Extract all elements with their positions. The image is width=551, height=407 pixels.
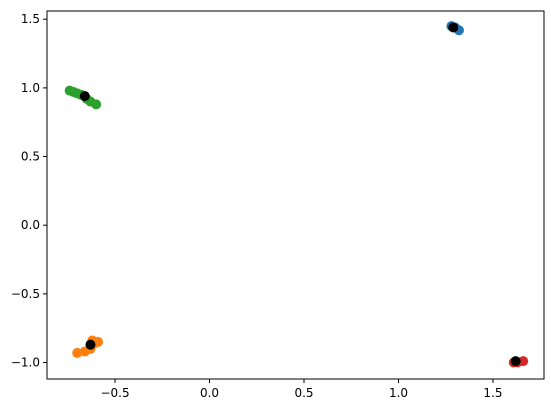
x-tick-label: −0.5 bbox=[100, 386, 129, 400]
point bbox=[85, 339, 96, 350]
point bbox=[448, 22, 459, 33]
x-tick-label: 0.5 bbox=[294, 386, 313, 400]
x-tick-label: 1.0 bbox=[389, 386, 408, 400]
x-tick-label: 0.0 bbox=[200, 386, 219, 400]
point bbox=[518, 356, 529, 367]
plot-frame bbox=[46, 10, 545, 380]
y-tick-label: −0.5 bbox=[11, 287, 40, 301]
point bbox=[510, 356, 521, 367]
y-tick-label: 1.5 bbox=[21, 12, 40, 26]
y-tick-label: −1.0 bbox=[11, 356, 40, 370]
y-tick-label: 0.5 bbox=[21, 150, 40, 164]
point bbox=[91, 99, 102, 110]
point bbox=[72, 347, 83, 358]
point bbox=[79, 91, 90, 102]
y-tick-label: 0.0 bbox=[21, 218, 40, 232]
y-tick-label: 1.0 bbox=[21, 81, 40, 95]
x-tick-label: 1.5 bbox=[483, 386, 502, 400]
